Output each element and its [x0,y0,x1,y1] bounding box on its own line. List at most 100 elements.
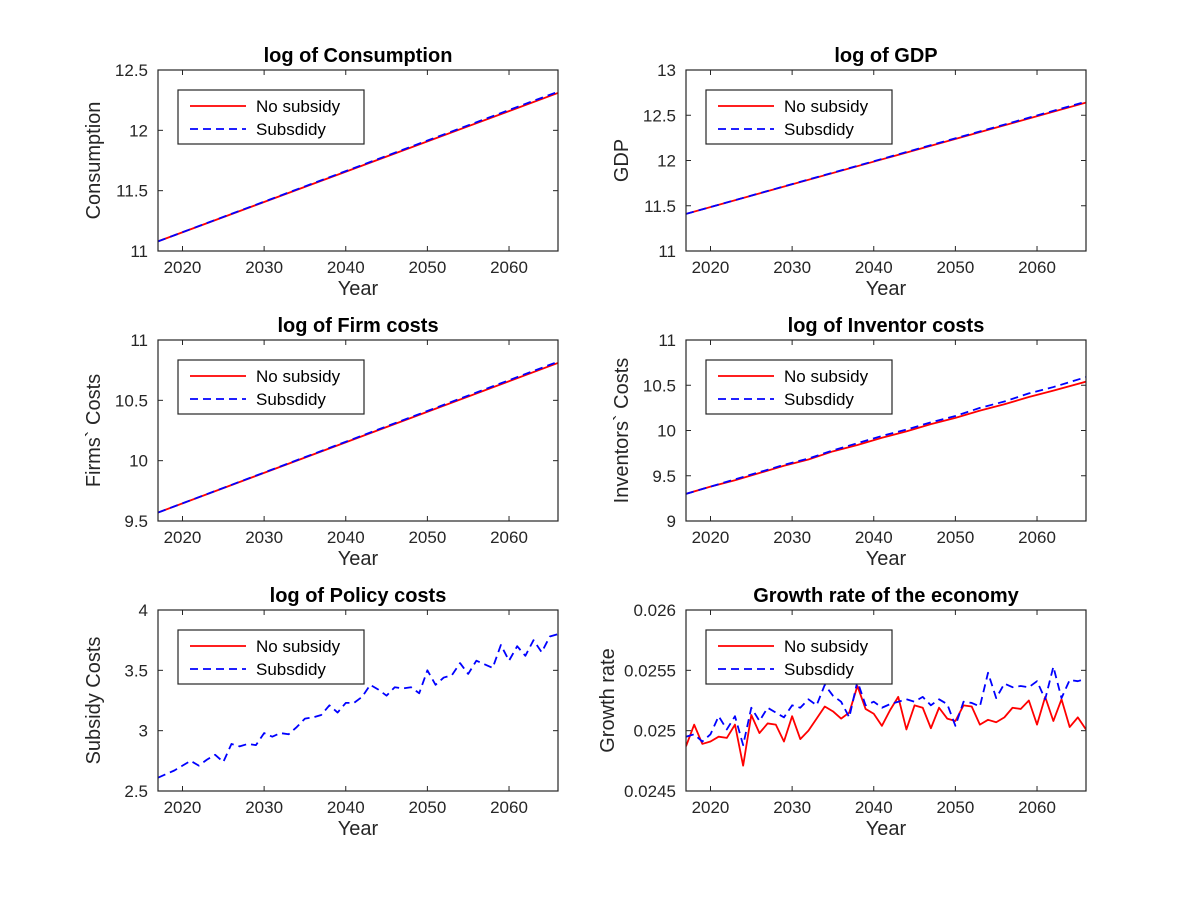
x-tick-label: 2030 [773,798,811,817]
x-tick-label: 2020 [164,528,202,547]
y-axis-label: Growth rate [597,648,619,752]
x-tick-label: 2020 [164,258,202,277]
y-tick-label: 11 [658,242,676,261]
series-line-subsidy [158,360,558,514]
subplot-3: 2020 2030 2040 2050 2060 9.5 10 10.5 11 log of Fi… [83,315,559,570]
y-tick-label: 11 [130,242,148,261]
subplot-6: 2020 2030 2040 2050 2060 0.0245 0.025 0.0255 0.0… [597,585,1087,840]
series-group [686,665,1086,767]
x-tick-label: 2050 [408,528,446,547]
y-tick-label: 3 [139,722,148,741]
series-group [158,90,558,243]
axes-box [157,609,559,792]
legend-box [177,89,365,145]
y-tick-label: 11 [658,331,676,350]
x-tick-label: 2030 [245,258,283,277]
x-tick-label: 2030 [773,528,811,547]
x-axis-label: Year [338,548,379,570]
legend-label: No subsidy [256,637,341,656]
series-group [158,360,558,514]
axes-box [157,69,559,252]
y-tick-label: 11 [130,331,148,350]
x-tick-label: 2020 [164,798,202,817]
y-tick-label: 11.5 [644,197,676,216]
y-tick-label: 9.5 [124,512,148,531]
x-axis-label: Year [866,548,907,570]
subplot-title: log of Policy costs [270,585,447,607]
y-tick-label: 12 [657,152,676,171]
x-axis-label: Year [866,278,907,300]
series-group [158,633,558,779]
x-tick-label: 2050 [936,258,974,277]
x-axis-label: Year [338,818,379,840]
legend-box [177,359,365,415]
x-tick-label: 2050 [936,528,974,547]
legend-box [705,629,893,685]
series-line-no-subsidy [686,685,1086,767]
y-tick-label: 0.025 [633,722,676,741]
subplot-title: log of Firm costs [277,315,438,337]
x-tick-label: 2040 [855,798,893,817]
y-tick-label: 0.026 [633,601,676,620]
x-tick-label: 2030 [773,258,811,277]
axes-box [157,339,559,522]
series-line-subsidy [686,100,1086,215]
axes-box [685,609,1087,792]
legend-label: No subsidy [784,97,869,116]
y-axis-label: GDP [611,139,633,182]
y-tick-label: 10 [129,452,148,471]
y-tick-label: 3.5 [124,661,148,680]
legend-label: Subsdidy [784,120,854,139]
legend-label: No subsidy [784,367,869,386]
x-axis-label: Year [866,818,907,840]
y-tick-label: 13 [657,61,676,80]
x-tick-label: 2060 [490,258,528,277]
subplot-4: 2020 2030 2040 2050 2060 9 9.5 10 10.5 11 log of I… [611,315,1087,570]
subplot-1: 2020 2030 2040 2050 2060 11 11.5 12 12.5 log of C… [83,45,559,300]
subplot-title: log of Inventor costs [788,315,985,337]
x-tick-label: 2040 [327,528,365,547]
y-tick-label: 10.5 [115,391,148,410]
legend-label: Subsdidy [784,660,854,679]
legend-label: Subsdidy [256,390,326,409]
series-line-subsidy [686,376,1086,495]
x-tick-label: 2040 [855,258,893,277]
legend-label: Subsdidy [256,120,326,139]
y-tick-label: 9 [667,512,676,531]
y-axis-label: Consumption [83,102,105,220]
legend-label: No subsidy [784,637,869,656]
legend: No subsidy Subsdidy [177,89,365,145]
series-group [686,100,1086,215]
x-tick-label: 2020 [692,798,730,817]
y-tick-label: 12.5 [115,61,148,80]
y-tick-label: 12 [129,121,148,140]
series-group [686,376,1086,495]
legend: No subsidy Subsdidy [705,359,893,415]
y-tick-label: 12.5 [643,106,676,125]
x-tick-label: 2040 [855,528,893,547]
y-tick-label: 4 [139,601,148,620]
x-tick-label: 2030 [245,528,283,547]
x-tick-label: 2060 [1018,528,1056,547]
legend: No subsidy Subsdidy [705,629,893,685]
x-tick-label: 2020 [692,258,730,277]
x-tick-label: 2030 [245,798,283,817]
legend: No subsidy Subsdidy [177,629,365,685]
series-line-subsidy [158,633,558,779]
subplot-5: 2020 2030 2040 2050 2060 2.5 3 3.5 4 log of Polic… [83,585,559,840]
y-tick-label: 0.0245 [624,782,676,801]
y-axis-label: Inventors` Costs [611,358,633,504]
legend-label: No subsidy [256,367,341,386]
subplot-grid: 2020 2030 2040 2050 2060 11 11.5 12 12.5 log of C… [83,45,1087,840]
legend-label: Subsdidy [784,390,854,409]
y-tick-label: 0.0255 [624,661,676,680]
subplot-2: 2020 2030 2040 2050 2060 11 11.5 12 12.5 13 log of… [611,45,1087,300]
x-tick-label: 2060 [490,528,528,547]
x-tick-label: 2050 [408,258,446,277]
x-tick-label: 2060 [1018,798,1056,817]
legend-label: No subsidy [256,97,341,116]
series-line-subsidy [686,665,1086,747]
subplot-title: log of Consumption [264,45,453,67]
x-tick-label: 2040 [327,258,365,277]
y-tick-label: 2.5 [124,782,148,801]
